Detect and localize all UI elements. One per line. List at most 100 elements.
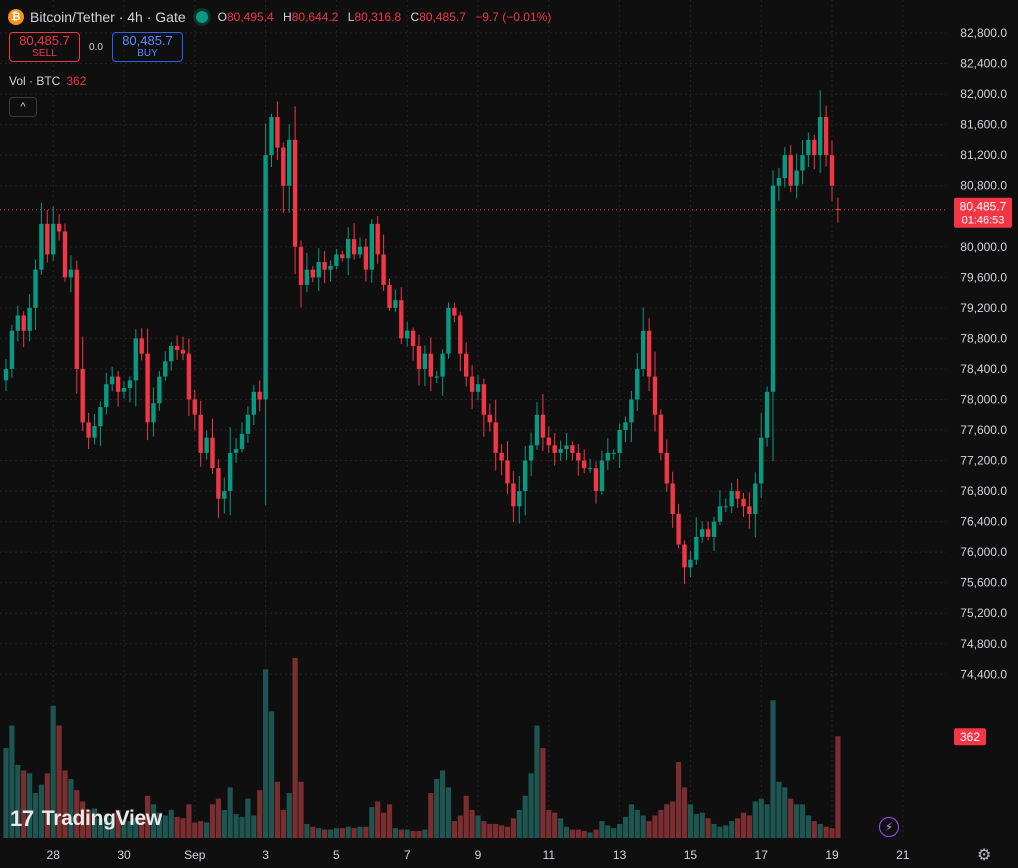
volume-bar [628,804,634,838]
volume-legend[interactable]: Vol · BTC 362 [9,74,87,88]
candle-body [829,155,835,186]
candle-body [747,506,752,514]
time-tick-label: 30 [117,848,131,862]
volume-bar [711,823,717,838]
volume-bar [723,825,729,838]
candle-body [800,155,805,171]
candle-body [269,116,274,156]
volume-bar [611,828,617,838]
volume-bar [121,819,127,838]
candle-body [652,376,658,415]
candle-body [635,368,640,400]
candle-body [717,506,723,522]
candle-body [316,262,321,278]
candle-body [823,116,829,156]
candle-body [192,399,197,415]
volume-bar [481,821,487,838]
time-tick-label: 7 [404,848,411,862]
volume-bar [699,812,705,838]
collapse-legend-button[interactable]: ^ [9,97,37,117]
tradingview-logo[interactable]: 17 TradingView [10,806,162,831]
volume-bar [422,829,428,838]
candle-body [664,452,669,484]
bolt-icon[interactable]: ⚡ [879,817,899,837]
candle-body [487,414,492,423]
last-price-label: 80,485.701:46:53 [954,197,1012,228]
candle-body [310,269,315,278]
time-axis-bg [0,838,1018,868]
gear-icon[interactable]: ⚙ [977,847,992,864]
candle-body [399,300,404,339]
candle-body [564,445,569,450]
volume-bar [735,818,741,838]
last-volume-value: 362 [960,730,980,744]
candle-body [387,284,392,308]
volume-bar [127,821,133,838]
volume-bar [799,804,806,838]
volume-bar [186,804,192,838]
volume-bar [740,812,747,838]
candle-body [788,155,793,186]
price-tick-label: 74,400.0 [960,667,1007,681]
candle-body [599,460,605,492]
candle-body [121,388,127,392]
volume-bar [44,773,50,838]
candle-body [86,422,91,438]
volume-bar [174,816,180,838]
volume-bar [27,773,33,838]
volume-bar [646,821,652,838]
volume-bar [504,826,511,838]
candle-body [782,155,787,179]
sell-button[interactable]: 80,485.7 SELL [9,32,80,62]
volume-bar [339,828,345,838]
volume-bar [115,809,121,838]
time-tick-label: 17 [755,848,769,862]
volume-bar [493,823,499,838]
symbol-title[interactable]: Bitcoin/Tether · 4h · Gate [30,9,186,25]
volume-bar [233,814,239,838]
volume-bar [139,816,145,838]
chart-grid [0,0,946,838]
candle-body [818,116,823,156]
market-open-indicator [195,11,208,23]
price-tick-label: 77,600.0 [960,423,1007,437]
volume-bar [658,809,664,838]
volume-bar [835,736,841,838]
volume-bar [322,829,328,838]
volume-bar [622,816,629,838]
candle-body [375,223,380,255]
price-tick-label: 78,800.0 [960,331,1007,345]
volume-bar [475,815,481,838]
buy-button[interactable]: 80,485.7 BUY [112,32,183,62]
price-tick-label: 79,200.0 [960,301,1007,315]
price-axis[interactable]: 82,800.0 82,400.0 82,000.0 81,600.0 81,200.0… [946,0,1018,868]
price-tick-label: 81,600.0 [960,118,1007,132]
candle-body [198,414,203,453]
candle-body [304,269,310,285]
candle-body [21,315,26,331]
candle-body [688,559,693,568]
volume-bar [652,815,658,838]
volume-bar [617,823,623,838]
time-tick-label: Sep [184,848,206,862]
time-tick-label: 19 [825,848,839,862]
candle-body [186,353,192,400]
candle-body [670,483,675,514]
candle-body [381,254,386,285]
volume-bar [605,825,611,838]
volume-bar [599,821,605,838]
candle-body [422,353,428,369]
volume-bar [91,808,98,838]
candle-body [27,307,32,331]
candle-body [9,330,15,369]
volume-bar [640,815,646,838]
volume-bar [145,795,151,838]
ohlc-readout: O80,495.4 H80,644.2 L80,316.8 C80,485.7 … [217,10,552,24]
volume-bar [38,784,44,838]
candle-body [3,368,9,381]
candle-body [705,529,711,537]
time-axis[interactable]: 28 30 Sep 3 5 7 9 11 13 15 17 19 21 [0,838,1018,868]
price-tick-label: 80,000.0 [960,240,1007,254]
volume-bar [316,828,322,838]
